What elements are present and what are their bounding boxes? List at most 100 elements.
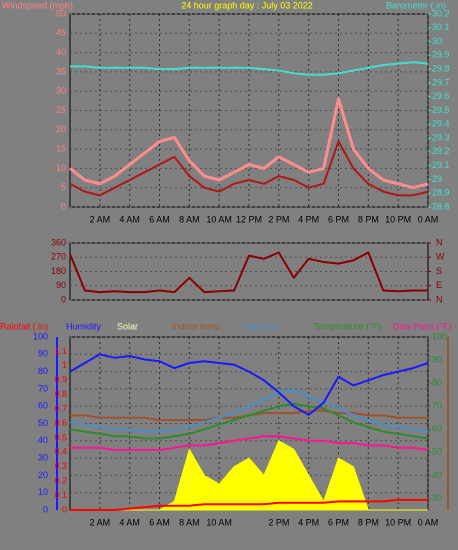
- y2-tick-label: 29.3: [432, 132, 450, 142]
- y-tick-label: 20: [56, 124, 66, 134]
- y-tick-label: 10: [38, 487, 48, 497]
- chart-title: 24 hour graph day : July 03 2022: [181, 0, 313, 10]
- y-tick-label: 100: [33, 331, 48, 341]
- rain-tick-label: 0.7: [54, 403, 67, 413]
- y2-tick-label: 70: [432, 401, 442, 411]
- line: [69, 97, 429, 190]
- y2-tick-label: 29.1: [432, 160, 450, 170]
- y2-axis-label: Barometer (.in): [386, 0, 446, 10]
- y-tick-label: 5: [61, 182, 66, 192]
- x-tick-label: 4 AM: [119, 214, 140, 224]
- rain-tick-label: 1: [62, 360, 67, 370]
- y2-tick-label: 29: [432, 174, 442, 184]
- y-tick-label: 80: [38, 366, 48, 376]
- y-tick-label: 0: [61, 294, 66, 304]
- line: [69, 389, 429, 433]
- x-tick-label: 10 AM: [206, 214, 232, 224]
- y2-tick-label: 29.8: [432, 64, 450, 74]
- x-tick-label: 8 PM: [358, 517, 379, 527]
- line: [70, 435, 429, 451]
- y2-tick-label: 29.2: [432, 146, 450, 156]
- x-tick-label: 8 AM: [179, 214, 200, 224]
- y2-tick-label: 28.9: [432, 188, 450, 198]
- x-tick-label: 10 PM: [385, 214, 411, 224]
- y-tick-label: 50: [38, 418, 48, 428]
- y2-tick-label: E: [436, 280, 442, 290]
- y-tick-label: 10: [56, 163, 66, 173]
- y-tick-label: 25: [56, 105, 66, 115]
- rain-tick-label: 0.5: [54, 432, 67, 442]
- y-tick-label: 0: [61, 201, 66, 211]
- y-tick-label: 50: [56, 8, 66, 18]
- y-tick-label: 90: [38, 349, 48, 359]
- legend-label: Solar: [117, 321, 138, 331]
- y2-tick-label: 60: [432, 424, 442, 434]
- x-tick-label: 2 AM: [90, 214, 111, 224]
- x-tick-label: 0 AM: [418, 214, 439, 224]
- x-tick-label: 6 PM: [328, 517, 349, 527]
- y2-tick-label: N: [436, 294, 443, 304]
- legend-label: Temperature (°F): [313, 321, 381, 331]
- x-tick-label: 12 PM: [236, 214, 262, 224]
- x-tick-label: 6 AM: [149, 517, 170, 527]
- y-tick-label: 20: [38, 470, 48, 480]
- rain-tick-label: 1.1: [54, 346, 67, 356]
- rain-tick-label: 0.9: [54, 375, 67, 385]
- x-tick-label: 2 PM: [268, 214, 289, 224]
- y-tick-label: 70: [38, 383, 48, 393]
- rain-tick-label: 0.1: [54, 490, 67, 500]
- x-tick-label: 4 PM: [298, 517, 319, 527]
- y-tick-label: 40: [38, 435, 48, 445]
- y-tick-label: 90: [56, 280, 66, 290]
- rain-tick-label: 0: [62, 504, 67, 514]
- x-tick-label: 0 AM: [418, 517, 439, 527]
- y2-tick-label: 30.2: [432, 8, 450, 18]
- y2-tick-label: 100: [432, 331, 447, 341]
- x-tick-label: 4 AM: [119, 517, 140, 527]
- y-axis-label: Windspeed (mph): [2, 0, 73, 10]
- y2-tick-label: 29.9: [432, 50, 450, 60]
- rain-tick-label: 0.4: [54, 447, 67, 457]
- line: [69, 402, 429, 440]
- line: [69, 140, 429, 197]
- line: [69, 251, 428, 294]
- y-tick-label: 270: [51, 252, 66, 262]
- y-tick-label: 60: [38, 401, 48, 411]
- x-tick-label: 8 PM: [358, 214, 379, 224]
- y2-tick-label: 30.1: [432, 22, 450, 32]
- y2-tick-label: 29.4: [432, 119, 450, 129]
- y2-tick-label: 29.5: [432, 105, 450, 115]
- y-tick-label: 30: [38, 452, 48, 462]
- x-tick-label: 10 AM: [206, 517, 232, 527]
- y2-tick-label: 80: [432, 378, 442, 388]
- y2-tick-label: 90: [432, 354, 442, 364]
- rain-tick-label: 0.6: [54, 418, 67, 428]
- line: [69, 353, 429, 416]
- y-tick-label: 0: [43, 504, 48, 514]
- y-tick-label: 180: [51, 266, 66, 276]
- legend-label: Humidex: [243, 321, 279, 331]
- y2-tick-label: 29.7: [432, 77, 450, 87]
- line: [70, 61, 429, 76]
- y2-tick-label: 30: [432, 36, 442, 46]
- y2-tick-label: N: [436, 237, 443, 247]
- rain-tick-label: 0.8: [54, 389, 67, 399]
- legend-label: Rainfall (.in): [0, 321, 48, 331]
- y-tick-label: 360: [51, 237, 66, 247]
- legend-label: Indoor temp: [172, 321, 220, 331]
- y-tick-label: 40: [56, 47, 66, 57]
- y-tick-label: 30: [56, 86, 66, 96]
- rain-tick-label: 0.3: [54, 461, 67, 471]
- y2-tick-label: 29.6: [432, 91, 450, 101]
- x-tick-label: 6 AM: [149, 214, 170, 224]
- y2-tick-label: 28.8: [432, 201, 450, 211]
- x-tick-label: 2 PM: [268, 517, 289, 527]
- y-tick-label: 35: [56, 66, 66, 76]
- y2-tick-label: 40: [432, 470, 442, 480]
- y-tick-label: 15: [56, 143, 66, 153]
- y2-tick-label: 50: [432, 447, 442, 457]
- legend-label: Dew Point (°F): [393, 321, 452, 331]
- rain-tick-label: 0.2: [54, 476, 67, 486]
- x-tick-label: 2 AM: [90, 517, 111, 527]
